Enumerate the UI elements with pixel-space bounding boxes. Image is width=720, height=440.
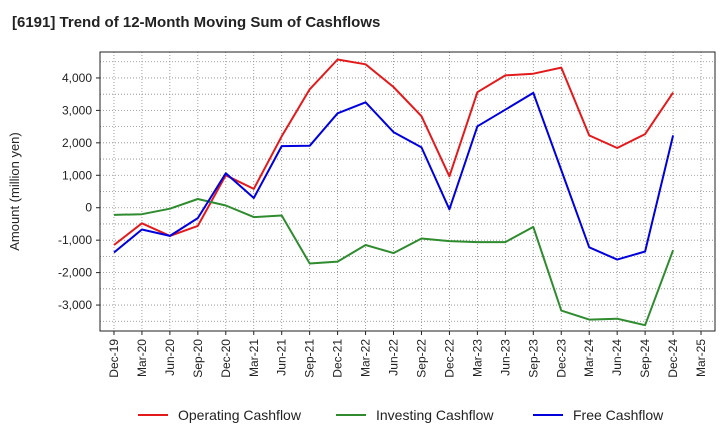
axes: -3,000 -2,000 -1,000 0 1,000 2,000 3,000 4,000 D… [7,51,716,378]
legend-label-operating-cashflow: Operating Cashflow [178,407,302,423]
x-tick-label: Jun-20 [163,339,177,376]
series-lines [113,58,675,327]
y-tick-label: 3,000 [62,103,92,117]
x-tick-label: Dec-24 [666,339,680,378]
x-tick-label: Sep-23 [526,339,540,378]
x-tick-label: Mar-24 [582,339,596,377]
y-tick-label: 0 [85,201,92,215]
y-tick-label: 2,000 [62,136,92,150]
x-tick-label: Sep-24 [638,339,652,378]
y-tick-label: 4,000 [62,71,92,85]
x-tick-label: Sep-21 [303,339,317,378]
x-tick-label: Mar-25 [694,339,708,377]
x-tick-label: Sep-22 [414,339,428,378]
y-tick-label: 1,000 [62,168,92,182]
y-axis-title: Amount (million yen) [7,132,22,251]
series-line-free-cashflow [113,91,675,261]
legend-label-free-cashflow: Free Cashflow [573,407,664,423]
x-tick-label: Dec-19 [107,339,121,378]
legend: Operating Cashflow Investing Cashflow Free… [138,407,664,423]
x-tick-label: Mar-22 [359,339,373,377]
series-line-investing-cashflow [113,198,675,327]
x-tick-label: Jun-24 [610,339,624,376]
x-tick-label: Jun-21 [275,339,289,376]
x-tick-label: Jun-22 [387,339,401,376]
x-tick-label: Jun-23 [498,339,512,376]
x-tick-label: Dec-23 [554,339,568,378]
y-tick-label: -2,000 [58,266,92,280]
series-line-operating-cashflow [113,58,674,246]
y-tick-label: -1,000 [58,233,92,247]
x-tick-label: Dec-22 [442,339,456,378]
x-tick-label: Dec-21 [331,339,345,378]
x-tick-label: Dec-20 [219,339,233,378]
x-tick-label: Sep-20 [191,339,205,378]
grid-lines [100,52,715,331]
legend-label-investing-cashflow: Investing Cashflow [376,407,494,423]
x-tick-label: Mar-21 [247,339,261,377]
x-tick-label: Mar-20 [135,339,149,377]
x-tick-label: Mar-23 [470,339,484,377]
plot-frame [99,51,716,332]
chart-title: [6191] Trend of 12-Month Moving Sum of C… [12,14,381,31]
y-tick-label: -3,000 [58,298,92,312]
